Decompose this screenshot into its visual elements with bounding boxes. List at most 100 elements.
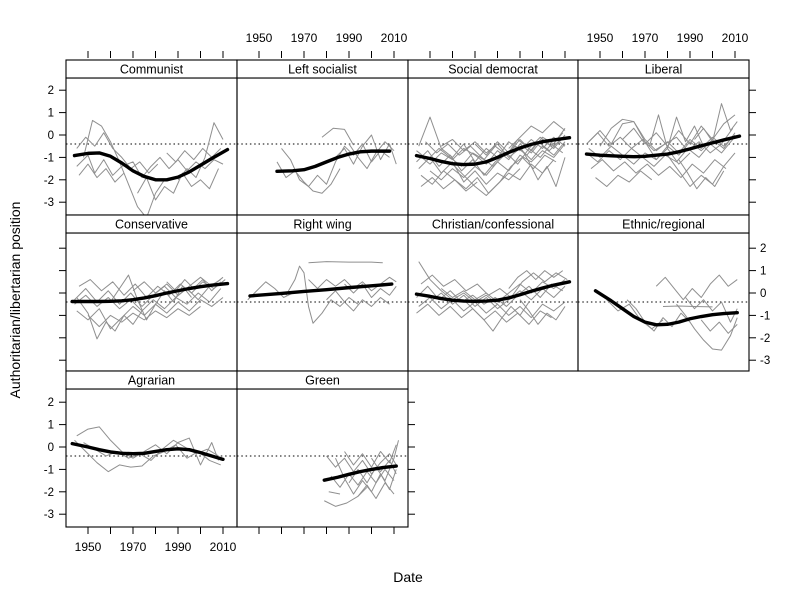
y-tick-label-right: 2 [760, 243, 766, 255]
party-series-line [76, 426, 219, 466]
y-tick-label-left: -2 [44, 487, 54, 499]
smoother-line [275, 149, 392, 173]
strip-label: Green [305, 374, 340, 388]
party-series-line [78, 279, 226, 298]
y-tick-label-left: -3 [44, 197, 54, 209]
party-series-line [285, 265, 359, 324]
party-series-line [330, 468, 395, 488]
smoother-line [72, 147, 230, 182]
x-tick-label-top: 2010 [722, 31, 749, 45]
party-series-line [519, 299, 566, 325]
party-series-line [649, 114, 704, 149]
y-tick-label-left: 1 [48, 420, 54, 432]
y-tick-label-right: 1 [760, 266, 766, 278]
smoother-line [70, 441, 225, 462]
party-series-line [324, 486, 368, 507]
party-series-line [83, 439, 219, 461]
smoother-line [248, 282, 394, 298]
panel-social-democrat: Social democrat [407, 59, 579, 216]
party-series-line [694, 103, 738, 143]
party-series-line [328, 491, 341, 495]
party-series-line [440, 138, 566, 161]
party-series-line [78, 163, 125, 183]
panel-border [577, 232, 750, 372]
strip-label: Conservative [115, 218, 188, 232]
x-tick-label-bottom: 2010 [210, 540, 237, 554]
strip-label: Left socialist [288, 63, 357, 77]
party-series-line [74, 288, 222, 312]
smoother-line [70, 281, 230, 304]
party-series-line [622, 114, 736, 147]
party-series-line [76, 297, 224, 330]
panel-right-wing: Right wing [236, 214, 409, 372]
y-axis-title: Authoritarian/libertarian position [7, 201, 23, 399]
party-series-line [137, 168, 219, 201]
smoother-line [414, 280, 572, 303]
party-series-line [416, 132, 564, 167]
panel-agrarian: Agrarian [65, 370, 238, 528]
party-series-line [326, 290, 390, 312]
y-tick-label-left: 0 [48, 442, 54, 454]
party-series-line [344, 283, 397, 298]
party-series-line [676, 303, 738, 351]
y-tick-label-left: 0 [48, 130, 54, 142]
x-tick-label-top: 1990 [336, 31, 363, 45]
y-tick-label-left: 2 [48, 85, 54, 97]
x-tick-label-top: 2010 [381, 31, 408, 45]
strip-label: Communist [120, 63, 184, 77]
party-series-line [247, 281, 293, 301]
party-series-line [667, 152, 736, 188]
x-axis-title: Date [393, 569, 423, 585]
party-series-line [416, 303, 552, 325]
party-series-line [357, 482, 395, 500]
panel-left-socialist: Left socialist [236, 59, 409, 216]
party-series-line [590, 159, 727, 179]
party-series-line [335, 134, 397, 165]
party-series-line [87, 306, 201, 328]
party-series-line [655, 274, 738, 301]
party-series-line [429, 143, 566, 181]
x-tick-label-top: 1950 [587, 31, 614, 45]
party-series-line [508, 121, 566, 149]
party-series-line [276, 161, 341, 194]
party-series-line [508, 270, 564, 289]
party-series-line [281, 143, 390, 188]
y-tick-label-right: 0 [760, 288, 766, 300]
y-tick-label-left: -1 [44, 464, 54, 476]
party-series-line [662, 305, 713, 308]
panel-conservative: Conservative [65, 214, 238, 372]
strip [577, 214, 750, 234]
strip [577, 59, 750, 79]
party-series-line [420, 272, 568, 298]
x-tick-label-top: 1970 [632, 31, 659, 45]
x-tick-label-bottom: 1970 [120, 540, 147, 554]
party-series-line [586, 127, 734, 154]
party-series-line [76, 154, 224, 179]
party-series-line [110, 274, 192, 321]
x-tick-label-bottom: 1990 [165, 540, 192, 554]
panel-border [65, 77, 238, 216]
panel-christian-confessional: Christian/confessional [407, 214, 579, 372]
party-series-line [678, 159, 725, 190]
panel-border [236, 232, 409, 372]
smoother-line [593, 289, 739, 327]
strip-label: Right wing [293, 218, 351, 232]
panel-communist: Communist [65, 59, 238, 216]
party-series-line [418, 156, 521, 185]
party-series-line [418, 116, 566, 163]
panel-border [236, 388, 409, 528]
party-series-line [76, 132, 159, 174]
panel-liberal: Liberal [577, 59, 750, 216]
y-tick-label-right: -1 [760, 310, 770, 322]
party-series-line [418, 261, 498, 305]
party-series-line [420, 177, 478, 192]
strip [236, 370, 409, 390]
strip-label: Social democrat [448, 63, 538, 77]
party-series-line [416, 143, 564, 176]
party-series-line [700, 319, 738, 334]
x-tick-label-bottom: 1950 [75, 540, 102, 554]
party-series-line [177, 122, 224, 181]
x-tick-label-top: 1990 [677, 31, 704, 45]
